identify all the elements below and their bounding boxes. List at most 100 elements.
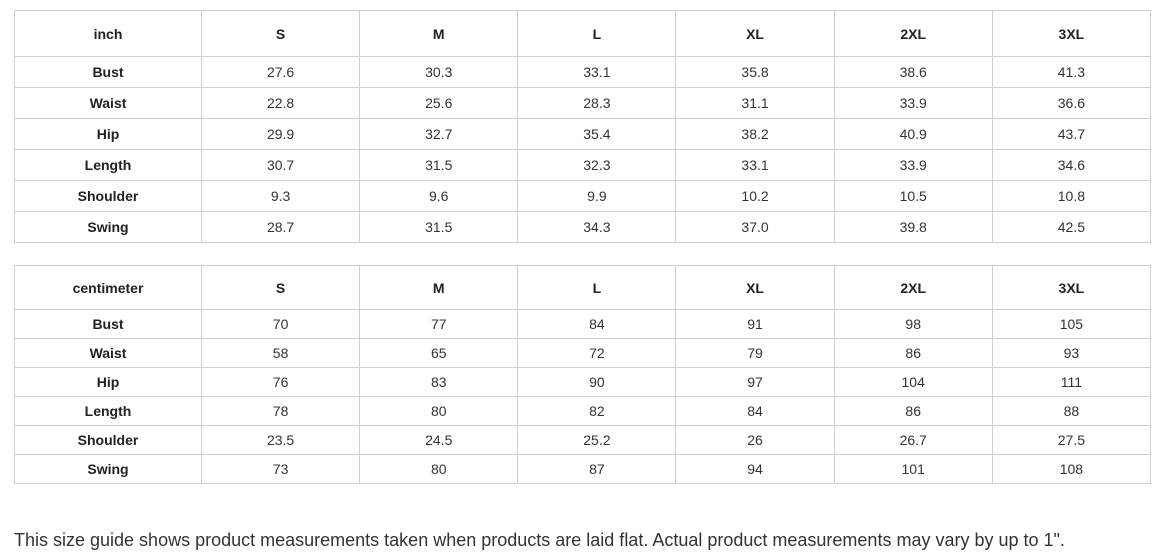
size-table-inch: inch S M L XL 2XL 3XL Bust 27.6 30.3 33.1 35.8 38.6 4… [14,10,1152,243]
measurement-value: 86 [833,338,993,368]
measurement-value: 79 [675,338,835,368]
measurement-value: 23.5 [200,425,361,455]
measurement-value: 26 [675,425,835,455]
measurement-value: 25.6 [359,87,519,119]
measurement-value: 32.3 [517,149,677,181]
measurement-value: 28.7 [200,211,361,243]
measurement-value: 43.7 [991,118,1152,150]
measurement-value: 84 [675,396,835,426]
table-row: Length 78 80 82 84 86 88 [14,396,1152,426]
table-row: Swing 28.7 31.5 34.3 37.0 39.8 42.5 [14,211,1152,243]
measurement-value: 90 [517,367,677,397]
size-header: 3XL [991,10,1152,57]
measurement-value: 87 [517,454,677,484]
measurement-label: Shoulder [14,425,202,455]
measurement-value: 91 [675,309,835,339]
measurement-value: 35.4 [517,118,677,150]
size-header: 2XL [833,10,993,57]
measurement-value: 77 [359,309,519,339]
measurement-value: 37.0 [675,211,835,243]
measurement-value: 97 [675,367,835,397]
measurement-value: 38.6 [833,56,993,88]
measurement-value: 9.9 [517,180,677,212]
measurement-value: 33.1 [517,56,677,88]
table-row: Bust 70 77 84 91 98 105 [14,309,1152,339]
measurement-label: Swing [14,211,202,243]
measurement-value: 78 [200,396,361,426]
measurement-value: 86 [833,396,993,426]
measurement-value: 10.2 [675,180,835,212]
measurement-value: 98 [833,309,993,339]
unit-header: inch [14,10,202,57]
measurement-value: 24.5 [359,425,519,455]
size-table-centimeter: centimeter S M L XL 2XL 3XL Bust 70 77 84 91 98 105 Wa… [14,265,1152,484]
measurement-value: 10.5 [833,180,993,212]
measurement-value: 33.9 [833,149,993,181]
table-row: Swing 73 80 87 94 101 108 [14,454,1152,484]
header-row: inch S M L XL 2XL 3XL [14,10,1152,57]
unit-header: centimeter [14,265,202,310]
size-header: 2XL [833,265,993,310]
header-row: centimeter S M L XL 2XL 3XL [14,265,1152,310]
measurement-label: Swing [14,454,202,484]
measurement-value: 58 [200,338,361,368]
measurement-value: 80 [359,396,519,426]
measurement-value: 82 [517,396,677,426]
measurement-value: 25.2 [517,425,677,455]
measurement-value: 28.3 [517,87,677,119]
table-row: Hip 76 83 90 97 104 111 [14,367,1152,397]
measurement-value: 34.3 [517,211,677,243]
measurement-value: 108 [991,454,1152,484]
measurement-value: 76 [200,367,361,397]
size-header: S [200,10,361,57]
measurement-value: 9.3 [200,180,361,212]
measurement-value: 83 [359,367,519,397]
measurement-value: 34.6 [991,149,1152,181]
measurement-value: 80 [359,454,519,484]
measurement-value: 27.6 [200,56,361,88]
measurement-label: Bust [14,56,202,88]
size-header: M [359,265,519,310]
measurement-value: 70 [200,309,361,339]
measurement-label: Length [14,396,202,426]
measurement-value: 22.8 [200,87,361,119]
table-row: Shoulder 23.5 24.5 25.2 26 26.7 27.5 [14,425,1152,455]
measurement-label: Waist [14,338,202,368]
measurement-value: 73 [200,454,361,484]
measurement-value: 111 [991,367,1152,397]
measurement-value: 101 [833,454,993,484]
measurement-value: 9.6 [359,180,519,212]
table-row: Hip 29.9 32.7 35.4 38.2 40.9 43.7 [14,118,1152,150]
table-row: Waist 58 65 72 79 86 93 [14,338,1152,368]
measurement-value: 84 [517,309,677,339]
measurement-label: Shoulder [14,180,202,212]
measurement-value: 38.2 [675,118,835,150]
measurement-value: 88 [991,396,1152,426]
measurement-value: 104 [833,367,993,397]
measurement-value: 40.9 [833,118,993,150]
size-header: S [200,265,361,310]
measurement-value: 30.3 [359,56,519,88]
measurement-value: 39.8 [833,211,993,243]
measurement-value: 31.1 [675,87,835,119]
measurement-label: Length [14,149,202,181]
measurement-value: 33.1 [675,149,835,181]
measurement-value: 93 [991,338,1152,368]
size-header: 3XL [991,265,1152,310]
measurement-value: 33.9 [833,87,993,119]
table-row: Shoulder 9.3 9.6 9.9 10.2 10.5 10.8 [14,180,1152,212]
table-row: Bust 27.6 30.3 33.1 35.8 38.6 41.3 [14,56,1152,88]
measurement-value: 36.6 [991,87,1152,119]
measurement-value: 10.8 [991,180,1152,212]
table-row: Waist 22.8 25.6 28.3 31.1 33.9 36.6 [14,87,1152,119]
measurement-value: 30.7 [200,149,361,181]
table-row: Length 30.7 31.5 32.3 33.1 33.9 34.6 [14,149,1152,181]
size-header: M [359,10,519,57]
measurement-value: 72 [517,338,677,368]
measurement-value: 29.9 [200,118,361,150]
measurement-value: 27.5 [991,425,1152,455]
measurement-value: 41.3 [991,56,1152,88]
measurement-label: Hip [14,118,202,150]
measurement-value: 31.5 [359,211,519,243]
size-guide-note: This size guide shows product measuremen… [14,530,1065,550]
